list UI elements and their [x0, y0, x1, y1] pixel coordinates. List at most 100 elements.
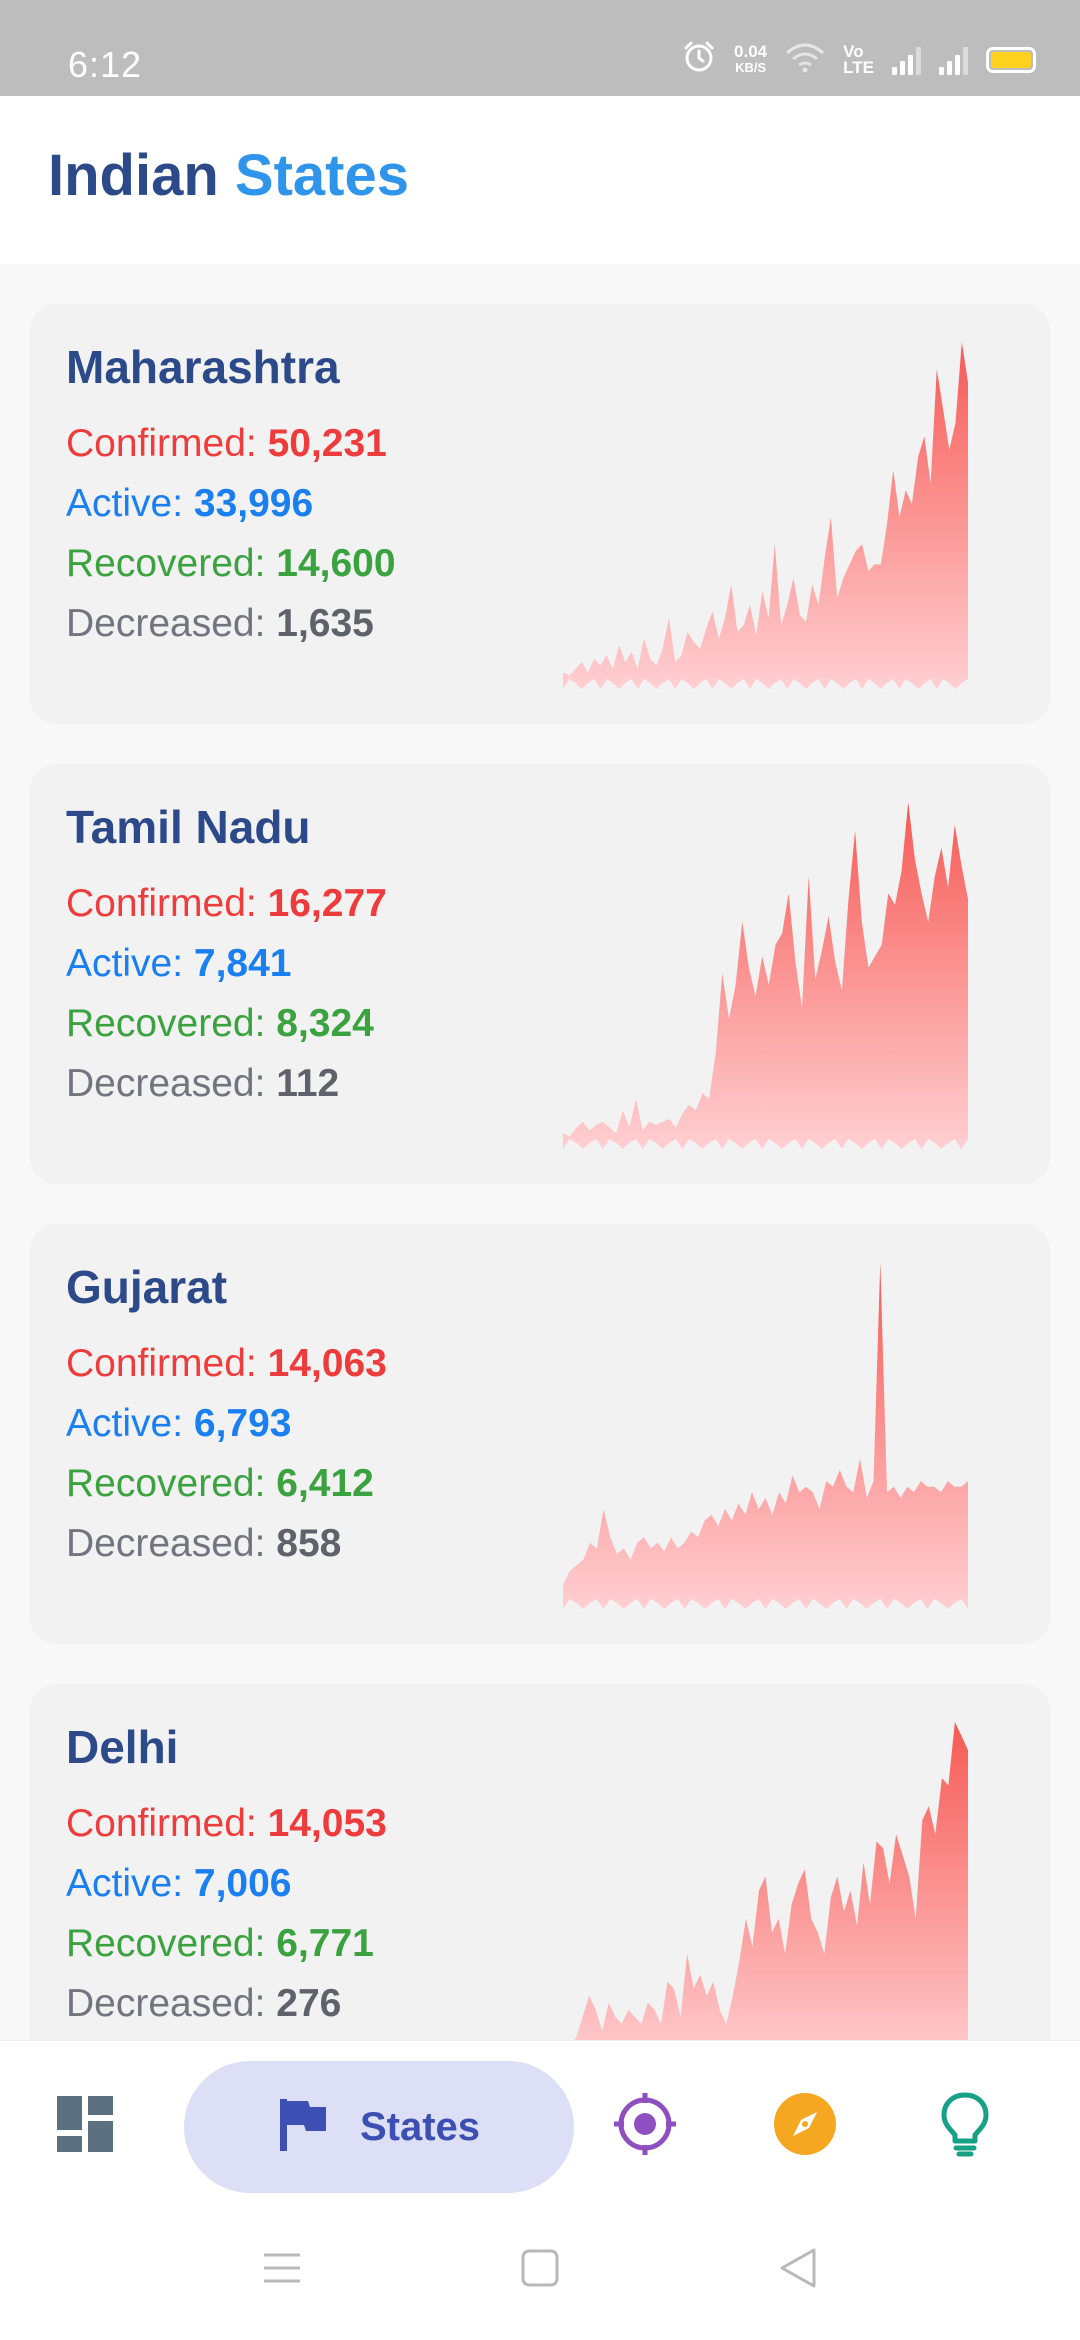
recovered-stat: Recovered: 6,771 [66, 1922, 374, 1966]
nav-tips[interactable] [920, 2041, 1010, 2211]
state-name: Gujarat [66, 1261, 228, 1313]
system-navigation-bar [0, 2210, 1080, 2340]
signal-icon-2 [939, 45, 968, 75]
confirmed-label: Confirmed: [66, 1342, 257, 1385]
confirmed-stat: Confirmed: 50,231 [66, 422, 387, 466]
status-time: 6:12 [68, 44, 143, 85]
recovered-stat: Recovered: 14,600 [66, 542, 396, 586]
decreased-value: 1,635 [276, 602, 374, 645]
recovered-label: Recovered: [66, 1922, 266, 1965]
bottom-navigation: States [0, 2040, 1080, 2210]
volte-indicator: Vo LTE [843, 41, 874, 77]
menu-button[interactable] [252, 2240, 312, 2300]
active-label: Active: [66, 942, 184, 985]
decreased-stat: Decreased: 858 [66, 1522, 341, 1566]
recovered-stat: Recovered: 6,412 [66, 1462, 374, 1506]
status-icons: 0.04 KB/S Vo LTE [682, 40, 1036, 79]
volte-line2: LTE [843, 57, 874, 77]
alarm-icon [682, 40, 716, 79]
trend-sparkline [563, 802, 968, 1149]
state-name: Delhi [66, 1721, 179, 1773]
state-name: Tamil Nadu [66, 801, 311, 853]
recovered-stat: Recovered: 8,324 [66, 1002, 374, 1046]
battery-icon [986, 46, 1036, 73]
page-title-part1: Indian [48, 143, 219, 208]
page-title: Indian States [48, 142, 409, 209]
battery-fill [991, 51, 1031, 68]
recovered-value: 6,412 [276, 1462, 374, 1505]
nav-target[interactable] [600, 2041, 690, 2211]
decreased-label: Decreased: [66, 1982, 266, 2025]
flag-icon [278, 2097, 330, 2158]
menu-icon [262, 2251, 302, 2290]
active-label: Active: [66, 1862, 184, 1905]
decreased-stat: Decreased: 112 [66, 1062, 339, 1106]
app-header: Indian States [0, 96, 1080, 264]
active-stat: Active: 7,841 [66, 942, 292, 986]
recovered-label: Recovered: [66, 1462, 266, 1505]
confirmed-value: 14,063 [267, 1342, 387, 1385]
decreased-label: Decreased: [66, 602, 266, 645]
active-label: Active: [66, 1402, 184, 1445]
recovered-label: Recovered: [66, 1002, 266, 1045]
net-speed-unit: KB/S [735, 59, 767, 75]
back-button[interactable] [768, 2240, 828, 2300]
active-stat: Active: 33,996 [66, 482, 313, 526]
trend-sparkline [563, 1262, 968, 1609]
decreased-value: 858 [276, 1522, 342, 1565]
page-title-part2: States [234, 143, 409, 208]
confirmed-label: Confirmed: [66, 1802, 257, 1845]
net-speed: 0.04 KB/S [734, 41, 768, 76]
decreased-value: 276 [276, 1982, 342, 2025]
confirmed-value: 14,053 [267, 1802, 387, 1845]
decreased-stat: Decreased: 1,635 [66, 602, 374, 646]
active-label: Active: [66, 482, 184, 525]
active-value: 7,006 [193, 1862, 292, 1905]
confirmed-stat: Confirmed: 14,063 [66, 1342, 387, 1386]
trend-sparkline [574, 1722, 968, 2040]
recovered-value: 8,324 [276, 1002, 374, 1045]
compass-icon [773, 2092, 837, 2161]
active-value: 33,996 [193, 482, 314, 525]
state-cards-list[interactable]: Maharashtra Confirmed: 50,231 Active: 33… [0, 264, 1080, 2040]
state-card-maharashtra[interactable]: Maharashtra Confirmed: 50,231 Active: 33… [30, 304, 1050, 724]
net-speed-value: 0.04 [734, 41, 768, 61]
nav-explore[interactable] [760, 2041, 850, 2211]
back-triangle-icon [778, 2246, 818, 2295]
trend-area [563, 1262, 968, 1609]
decreased-label: Decreased: [66, 1062, 266, 1105]
trend-area [563, 342, 968, 689]
confirmed-label: Confirmed: [66, 882, 257, 925]
decreased-label: Decreased: [66, 1522, 266, 1565]
active-stat: Active: 7,006 [66, 1862, 292, 1906]
state-card-delhi[interactable]: Delhi Confirmed: 14,053 Active: 7,006 Re… [30, 1684, 1050, 2040]
trend-area [563, 802, 968, 1149]
confirmed-label: Confirmed: [66, 422, 257, 465]
home-button[interactable] [510, 2240, 570, 2300]
crosshair-icon [612, 2091, 678, 2162]
home-square-icon [520, 2248, 560, 2293]
nav-states[interactable]: States [184, 2061, 574, 2193]
confirmed-stat: Confirmed: 16,277 [66, 882, 387, 926]
dashboard-icon [55, 2094, 115, 2159]
nav-states-label: States [359, 2104, 481, 2149]
volte-line1: Vo [843, 41, 864, 61]
state-name: Maharashtra [66, 341, 340, 393]
trend-sparkline [563, 342, 968, 689]
lightbulb-icon [940, 2091, 990, 2162]
recovered-value: 6,771 [276, 1922, 374, 1965]
decreased-value: 112 [276, 1062, 340, 1105]
confirmed-value: 16,277 [267, 882, 387, 925]
nav-dashboard[interactable] [40, 2041, 130, 2211]
state-card-gujarat[interactable]: Gujarat Confirmed: 14,063 Active: 6,793 … [30, 1224, 1050, 1644]
recovered-value: 14,600 [276, 542, 396, 585]
confirmed-stat: Confirmed: 14,053 [66, 1802, 387, 1846]
decreased-stat: Decreased: 276 [66, 1982, 341, 2026]
wifi-icon [785, 41, 825, 78]
signal-icon-1 [892, 45, 921, 75]
active-value: 7,841 [193, 942, 292, 985]
trend-area [574, 1722, 968, 2040]
recovered-label: Recovered: [66, 542, 266, 585]
confirmed-value: 50,231 [267, 422, 387, 465]
state-card-tamil-nadu[interactable]: Tamil Nadu Confirmed: 16,277 Active: 7,8… [30, 764, 1050, 1184]
